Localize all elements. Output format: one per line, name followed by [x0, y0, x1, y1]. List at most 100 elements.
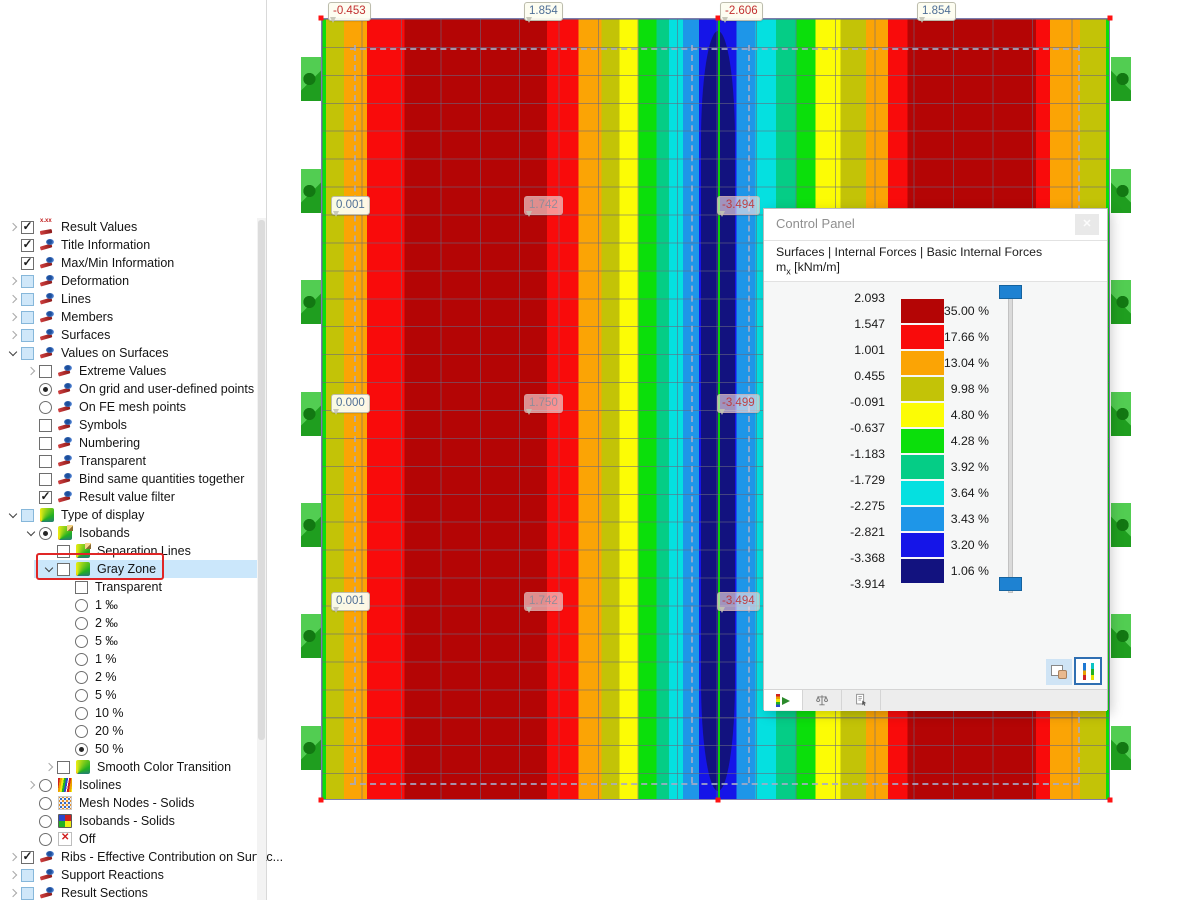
sidebar-item-result-values[interactable]: Result Values — [0, 218, 257, 236]
radio-button[interactable] — [75, 724, 88, 738]
sidebar-item-members[interactable]: Members — [0, 308, 257, 326]
radio-button[interactable] — [39, 832, 52, 846]
checkbox[interactable] — [21, 849, 34, 864]
sidebar-item-result-value-filter[interactable]: Result value filter — [0, 488, 257, 506]
radio-button[interactable] — [75, 742, 88, 756]
tab-color-scale[interactable] — [764, 690, 803, 710]
checkbox[interactable] — [21, 237, 34, 252]
radio-button[interactable] — [39, 814, 52, 828]
sidebar-item-50[interactable]: 50 % — [0, 740, 257, 758]
collapse-expander-icon[interactable] — [6, 506, 21, 524]
expand-expander-icon[interactable] — [6, 272, 21, 290]
sidebar-item-10[interactable]: 10 % — [0, 704, 257, 722]
sidebar-item-off[interactable]: Off — [0, 830, 257, 848]
sidebar-item-isobands-solids[interactable]: Isobands - Solids — [0, 812, 257, 830]
expand-expander-icon[interactable] — [6, 866, 21, 884]
checkbox[interactable] — [39, 454, 52, 468]
checkbox[interactable] — [57, 760, 70, 774]
radio-button[interactable] — [75, 670, 88, 684]
checkbox[interactable] — [21, 274, 34, 288]
apply-colors-button[interactable] — [1046, 659, 1072, 685]
sidebar-item-2[interactable]: 2 ‰ — [0, 614, 257, 632]
radio-button[interactable] — [39, 400, 52, 414]
sidebar-item-2[interactable]: 2 % — [0, 668, 257, 686]
checkbox[interactable] — [39, 364, 52, 378]
sidebar-item-transparent[interactable]: Transparent — [0, 578, 257, 596]
sidebar-item-type-of-display[interactable]: Type of display — [0, 506, 257, 524]
checkbox[interactable] — [75, 580, 88, 594]
sidebar-item-lines[interactable]: Lines — [0, 290, 257, 308]
expander-spacer — [6, 236, 21, 254]
radio-button[interactable] — [75, 706, 88, 720]
checkbox[interactable] — [39, 418, 52, 432]
radio-button[interactable] — [75, 598, 88, 612]
tab-filter[interactable] — [842, 690, 881, 710]
checkbox[interactable] — [39, 472, 52, 486]
radio-button[interactable] — [75, 652, 88, 666]
legend-range-slider-max-handle[interactable] — [999, 285, 1022, 299]
sidebar-item-values-on-surfaces[interactable]: Values on Surfaces — [0, 344, 257, 362]
scrollbar-thumb[interactable] — [258, 220, 265, 740]
expand-expander-icon[interactable] — [6, 884, 21, 902]
checkbox[interactable] — [21, 255, 34, 270]
checkbox[interactable] — [39, 489, 52, 504]
checkbox[interactable] — [21, 219, 34, 234]
checkbox[interactable] — [21, 346, 34, 360]
sidebar-item-transparent[interactable]: Transparent — [0, 452, 257, 470]
sidebar-scrollbar[interactable] — [257, 218, 266, 900]
color-scale-options-button[interactable] — [1074, 657, 1102, 685]
sidebar-item-20[interactable]: 20 % — [0, 722, 257, 740]
radio-button[interactable] — [75, 616, 88, 630]
radio-button[interactable] — [39, 778, 52, 792]
sidebar-item-isolines[interactable]: Isolines — [0, 776, 257, 794]
checkbox[interactable] — [21, 508, 34, 522]
sidebar-item-ribs-effective-contribution-on-surfac[interactable]: Ribs - Effective Contribution on Surfac.… — [0, 848, 283, 866]
sidebar-item-surfaces[interactable]: Surfaces — [0, 326, 257, 344]
expand-expander-icon[interactable] — [24, 776, 39, 794]
sidebar-item-smooth-color-transition[interactable]: Smooth Color Transition — [0, 758, 257, 776]
expand-expander-icon[interactable] — [42, 758, 57, 776]
expand-expander-icon[interactable] — [6, 290, 21, 308]
radio-button[interactable] — [39, 526, 52, 540]
checkbox[interactable] — [21, 292, 34, 306]
expand-expander-icon[interactable] — [6, 326, 21, 344]
expand-expander-icon[interactable] — [6, 848, 21, 866]
sidebar-item-result-sections[interactable]: Result Sections — [0, 884, 257, 902]
checkbox[interactable] — [21, 310, 34, 324]
radio-button[interactable] — [75, 634, 88, 648]
checkbox[interactable] — [21, 886, 34, 900]
radio-button[interactable] — [39, 382, 52, 396]
radio-button[interactable] — [39, 796, 52, 810]
sidebar-item-numbering[interactable]: Numbering — [0, 434, 257, 452]
sidebar-item-gray-zone[interactable]: Gray Zone — [0, 560, 257, 578]
sidebar-item-symbols[interactable]: Symbols — [0, 416, 257, 434]
sidebar-item-deformation[interactable]: Deformation — [0, 272, 257, 290]
checkbox[interactable] — [57, 562, 70, 576]
collapse-expander-icon[interactable] — [24, 524, 39, 542]
radio-button[interactable] — [75, 688, 88, 702]
sidebar-item-on-fe-mesh-points[interactable]: On FE mesh points — [0, 398, 257, 416]
sidebar-item-bind-same-quantities-together[interactable]: Bind same quantities together — [0, 470, 257, 488]
expand-expander-icon[interactable] — [6, 218, 21, 236]
sidebar-item-1[interactable]: 1 % — [0, 650, 257, 668]
close-icon[interactable]: ✕ — [1075, 214, 1099, 235]
sidebar-item-1[interactable]: 1 ‰ — [0, 596, 257, 614]
checkbox[interactable] — [21, 868, 34, 882]
sidebar-item-on-grid-and-user-defined-points[interactable]: On grid and user-defined points — [0, 380, 257, 398]
legend-range-slider-track[interactable] — [1008, 291, 1013, 593]
checkbox[interactable] — [21, 328, 34, 342]
sidebar-item-isobands[interactable]: Isobands — [0, 524, 257, 542]
sidebar-item-max-min-information[interactable]: Max/Min Information — [0, 254, 257, 272]
collapse-expander-icon[interactable] — [6, 344, 21, 362]
sidebar-item-extreme-values[interactable]: Extreme Values — [0, 362, 257, 380]
sidebar-item-support-reactions[interactable]: Support Reactions — [0, 866, 257, 884]
expand-expander-icon[interactable] — [24, 362, 39, 380]
sidebar-item-mesh-nodes-solids[interactable]: Mesh Nodes - Solids — [0, 794, 257, 812]
expand-expander-icon[interactable] — [6, 308, 21, 326]
sidebar-item-5[interactable]: 5 % — [0, 686, 257, 704]
sidebar-item-5[interactable]: 5 ‰ — [0, 632, 257, 650]
legend-range-slider-min-handle[interactable] — [999, 577, 1022, 591]
sidebar-item-title-information[interactable]: Title Information — [0, 236, 257, 254]
tab-factors[interactable] — [803, 690, 842, 710]
checkbox[interactable] — [39, 436, 52, 450]
